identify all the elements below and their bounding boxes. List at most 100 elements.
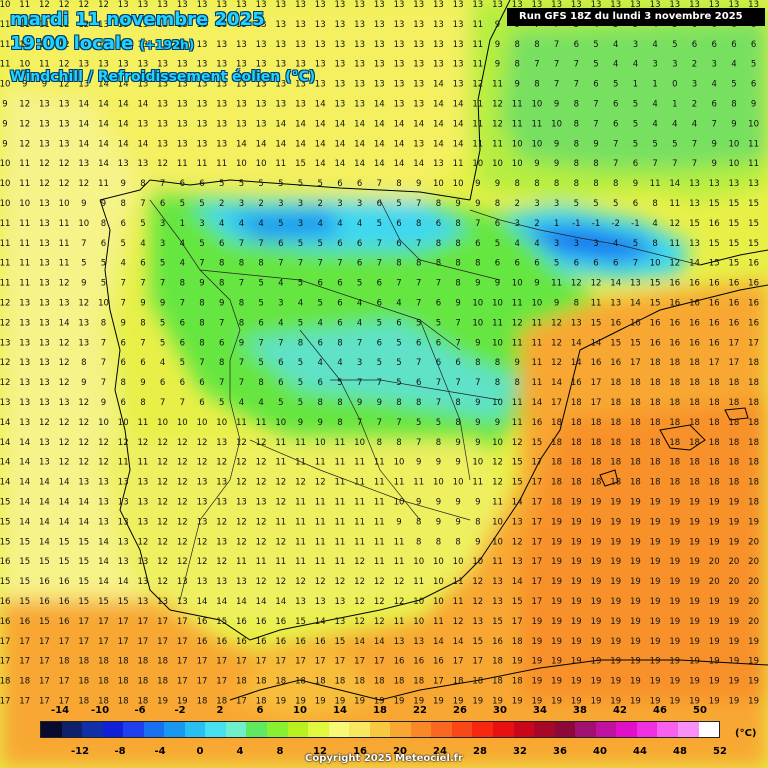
- grid-value: 18: [630, 478, 641, 488]
- grid-value: 13: [571, 0, 582, 10]
- grid-value: 7: [534, 60, 539, 70]
- grid-value: 14: [295, 139, 306, 149]
- grid-value: 11: [39, 40, 50, 50]
- grid-value: 19: [689, 697, 700, 707]
- grid-value: 5: [180, 199, 185, 209]
- grid-value: 3: [278, 299, 283, 309]
- grid-value: 9: [81, 279, 86, 289]
- grid-value: 11: [492, 557, 503, 567]
- ibiza: [599, 469, 619, 487]
- grid-value: 6: [633, 159, 638, 169]
- grid-value: 8: [436, 239, 441, 249]
- legend-tick-label: -8: [114, 746, 126, 757]
- grid-value: 14: [256, 597, 267, 607]
- grid-value: 4: [120, 259, 125, 269]
- grid-value: 17: [512, 617, 523, 627]
- grid-value: 8: [396, 179, 401, 189]
- grid-value: 19: [728, 537, 739, 547]
- grid-value: 15: [512, 458, 523, 468]
- grid-value: 12: [0, 378, 10, 388]
- grid-value: 5: [357, 279, 362, 289]
- grid-value: 10: [236, 159, 247, 169]
- grid-value: 17: [453, 657, 464, 667]
- grid-value: 18: [709, 378, 720, 388]
- grid-value: 12: [177, 438, 188, 448]
- grid-value: 9: [455, 458, 460, 468]
- grid-value: 19: [551, 697, 562, 707]
- grid-value: 7: [416, 358, 421, 368]
- grid-value: 12: [59, 0, 70, 10]
- grid-value: 3: [357, 358, 362, 368]
- grid-value: 8: [101, 318, 106, 328]
- grid-value: 12: [236, 517, 247, 527]
- grid-value: 17: [0, 697, 10, 707]
- grid-value: 18: [137, 657, 148, 667]
- grid-value: 12: [197, 458, 208, 468]
- grid-value: 18: [709, 438, 720, 448]
- grid-value: 5: [219, 179, 224, 189]
- grid-value: 6: [455, 358, 460, 368]
- grid-value: 13: [78, 80, 89, 90]
- grid-value: 13: [374, 20, 385, 30]
- grid-value: 9: [475, 199, 480, 209]
- grid-value: 11: [0, 219, 10, 229]
- grid-value: 13: [177, 80, 188, 90]
- grid-value: 6: [219, 338, 224, 348]
- grid-value: 11: [413, 577, 424, 587]
- grid-value: 18: [551, 478, 562, 488]
- grid-value: 15: [19, 597, 30, 607]
- grid-value: 10: [19, 199, 30, 209]
- grid-value: 5: [298, 318, 303, 328]
- grid-value: 11: [394, 617, 405, 627]
- grid-value: 15: [748, 239, 759, 249]
- grid-value: 6: [120, 219, 125, 229]
- grid-value: 16: [709, 338, 720, 348]
- grid-value: 12: [216, 557, 227, 567]
- grid-value: 15: [118, 597, 129, 607]
- grid-value: 7: [101, 378, 106, 388]
- grid-value: 12: [157, 557, 168, 567]
- grid-value: 12: [59, 378, 70, 388]
- grid-value: 14: [571, 358, 582, 368]
- grid-value: 19: [669, 617, 680, 627]
- grid-value: 13: [19, 398, 30, 408]
- grid-value: 3: [652, 60, 657, 70]
- grid-value: 6: [436, 338, 441, 348]
- grid-value: 19: [591, 637, 602, 647]
- grid-value: 4: [278, 318, 283, 328]
- grid-value: 6: [278, 358, 283, 368]
- grid-value: 9: [436, 517, 441, 527]
- grid-value: 6: [337, 299, 342, 309]
- grid-value: 15: [295, 159, 306, 169]
- grid-value: 13: [137, 557, 148, 567]
- grid-value: 11: [59, 239, 70, 249]
- grid-value: 12: [19, 100, 30, 110]
- grid-value: 20: [709, 577, 720, 587]
- grid-value: 11: [472, 139, 483, 149]
- grid-value: 19: [551, 677, 562, 687]
- grid-value: 13: [177, 60, 188, 70]
- grid-value: 7: [416, 299, 421, 309]
- grid-value: 12: [315, 577, 326, 587]
- grid-value: 18: [728, 438, 739, 448]
- grid-value: 19: [531, 677, 542, 687]
- grid-value: 5: [219, 398, 224, 408]
- grid-value: 12: [39, 179, 50, 189]
- grid-value: 15: [0, 517, 10, 527]
- grid-value: 13: [236, 119, 247, 129]
- grid-value: 6: [357, 239, 362, 249]
- grid-value: 9: [219, 299, 224, 309]
- grid-value: 10: [492, 438, 503, 448]
- grid-value: 13: [354, 100, 365, 110]
- grid-value: 12: [39, 418, 50, 428]
- legend-tick-label: 28: [473, 746, 487, 757]
- grid-value: 19: [591, 557, 602, 567]
- grid-value: 5: [317, 239, 322, 249]
- grid-value: 16: [669, 338, 680, 348]
- grid-value: 13: [197, 40, 208, 50]
- grid-value: 19: [669, 597, 680, 607]
- grid-value: 17: [177, 657, 188, 667]
- borders: [149, 199, 701, 601]
- grid-value: 13: [39, 199, 50, 209]
- grid-value: 13: [177, 597, 188, 607]
